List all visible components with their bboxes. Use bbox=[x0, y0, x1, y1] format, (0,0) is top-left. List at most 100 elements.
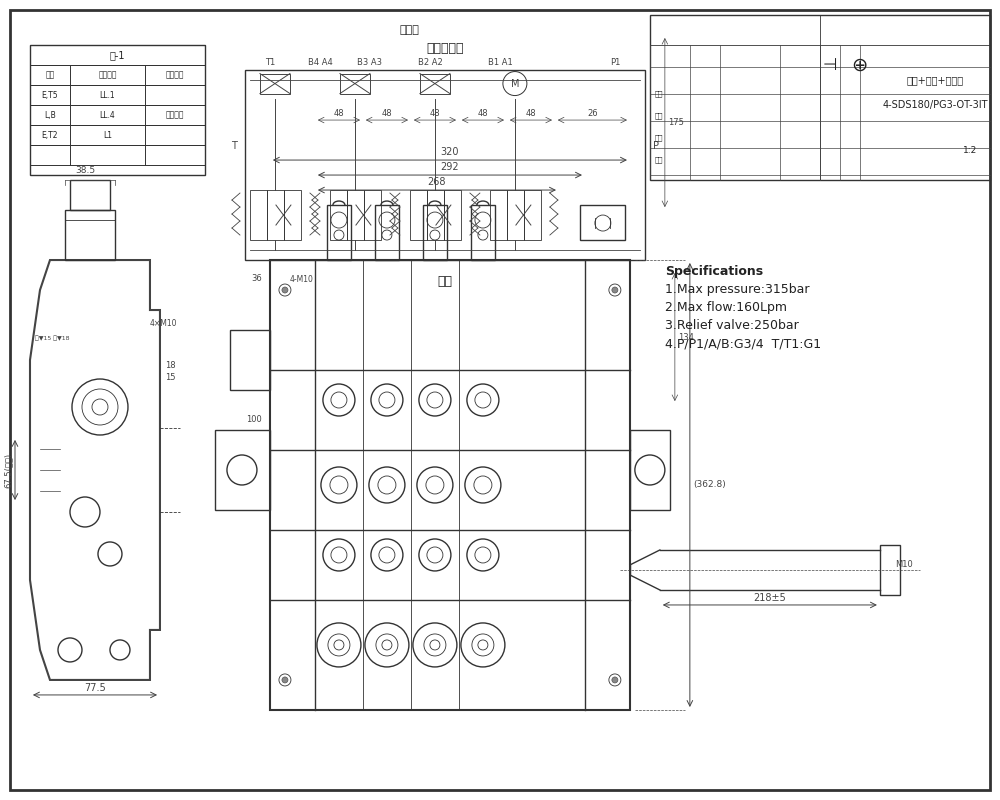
Text: 48: 48 bbox=[382, 109, 392, 118]
Text: P1: P1 bbox=[610, 58, 620, 67]
Text: 审核: 审核 bbox=[655, 113, 663, 119]
Text: 48: 48 bbox=[478, 109, 488, 118]
Bar bbox=[30, 45, 205, 65]
Bar bbox=[347, 190, 364, 240]
Text: M: M bbox=[511, 78, 519, 89]
Bar bbox=[145, 125, 205, 145]
Text: B2 A2: B2 A2 bbox=[418, 58, 442, 67]
Bar bbox=[145, 105, 205, 125]
Text: P: P bbox=[653, 141, 659, 151]
Text: 推荐方式: 推荐方式 bbox=[166, 70, 184, 79]
Bar bbox=[630, 430, 670, 510]
Text: 292: 292 bbox=[441, 162, 459, 172]
Text: 串联: 串联 bbox=[437, 275, 452, 288]
Bar bbox=[507, 190, 524, 240]
Text: T: T bbox=[231, 141, 237, 151]
Bar bbox=[30, 145, 70, 165]
Text: 67.5(轴心): 67.5(轴心) bbox=[4, 453, 13, 487]
Text: 77.5: 77.5 bbox=[84, 683, 106, 693]
Bar bbox=[650, 15, 990, 180]
Bar bbox=[30, 145, 205, 165]
Bar bbox=[70, 85, 145, 105]
Text: 之山卡尔: 之山卡尔 bbox=[166, 110, 184, 119]
Text: 100: 100 bbox=[246, 415, 262, 425]
Bar bbox=[70, 125, 145, 145]
Text: 48: 48 bbox=[334, 109, 344, 118]
Text: E,T2: E,T2 bbox=[42, 130, 58, 139]
Text: 液压原理图: 液压原理图 bbox=[426, 42, 464, 55]
Text: 134: 134 bbox=[678, 333, 694, 342]
Bar bbox=[880, 545, 900, 595]
Bar bbox=[330, 190, 347, 240]
Text: Specifications: Specifications bbox=[665, 265, 763, 278]
Bar bbox=[444, 190, 461, 240]
Bar bbox=[524, 190, 541, 240]
Text: ⊣: ⊣ bbox=[823, 56, 837, 74]
Bar bbox=[423, 205, 447, 260]
Bar bbox=[250, 190, 267, 240]
Text: 制订: 制订 bbox=[655, 157, 663, 163]
Text: 26: 26 bbox=[587, 109, 598, 118]
Bar bbox=[471, 205, 495, 260]
Text: 温口: 温口 bbox=[45, 70, 55, 79]
Bar bbox=[375, 205, 399, 260]
Bar bbox=[580, 205, 625, 240]
Bar bbox=[30, 105, 70, 125]
Text: M10: M10 bbox=[895, 561, 913, 570]
Text: 1:2: 1:2 bbox=[963, 146, 977, 154]
Text: 48: 48 bbox=[430, 109, 440, 118]
Bar bbox=[410, 190, 427, 240]
Bar bbox=[70, 145, 145, 165]
Text: 4-M10: 4-M10 bbox=[290, 275, 314, 284]
Text: 4-SDS180/PG3-OT-3IT: 4-SDS180/PG3-OT-3IT bbox=[882, 100, 988, 110]
Text: B3 A3: B3 A3 bbox=[357, 58, 382, 67]
Text: 1.Max pressure:315bar: 1.Max pressure:315bar bbox=[665, 283, 809, 296]
Bar bbox=[145, 145, 205, 165]
Bar bbox=[490, 190, 507, 240]
Text: 复审: 复审 bbox=[655, 134, 663, 142]
Circle shape bbox=[282, 677, 288, 683]
Text: LL.4: LL.4 bbox=[100, 110, 115, 119]
Text: 268: 268 bbox=[428, 177, 446, 187]
Text: 表-1: 表-1 bbox=[110, 50, 125, 60]
Text: ⊕: ⊕ bbox=[852, 55, 868, 74]
Text: E,T5: E,T5 bbox=[42, 90, 58, 99]
Text: 3.Relief valve:250bar: 3.Relief valve:250bar bbox=[665, 319, 799, 332]
Text: 粘度等级: 粘度等级 bbox=[98, 70, 117, 79]
Text: 4.P/P1/A/B:G3/4  T/T1:G1: 4.P/P1/A/B:G3/4 T/T1:G1 bbox=[665, 337, 821, 350]
Bar bbox=[30, 85, 205, 105]
Circle shape bbox=[282, 287, 288, 293]
Bar bbox=[30, 125, 70, 145]
Bar bbox=[260, 74, 290, 94]
Text: 工艺: 工艺 bbox=[655, 90, 663, 98]
Text: (362.8): (362.8) bbox=[693, 481, 726, 490]
Text: 15: 15 bbox=[165, 373, 175, 382]
Text: B1 A1: B1 A1 bbox=[488, 58, 512, 67]
Text: 48: 48 bbox=[526, 109, 536, 118]
Bar bbox=[30, 45, 205, 175]
Text: T1: T1 bbox=[265, 58, 275, 67]
Text: 次▼15 台▼18: 次▼15 台▼18 bbox=[35, 335, 69, 341]
Bar bbox=[30, 65, 205, 85]
Text: L,B: L,B bbox=[44, 110, 56, 119]
Text: 175: 175 bbox=[668, 118, 684, 126]
Text: 4×M10: 4×M10 bbox=[150, 318, 177, 327]
Text: B4 A4: B4 A4 bbox=[308, 58, 332, 67]
Circle shape bbox=[612, 677, 618, 683]
Bar bbox=[30, 125, 205, 145]
Bar bbox=[270, 260, 630, 710]
Text: 外形图: 外形图 bbox=[400, 25, 420, 35]
Bar bbox=[215, 430, 270, 510]
Text: 18: 18 bbox=[165, 361, 176, 370]
Text: 38.5: 38.5 bbox=[75, 166, 95, 175]
Text: 2.Max flow:160Lpm: 2.Max flow:160Lpm bbox=[665, 301, 787, 314]
Text: 320: 320 bbox=[441, 147, 459, 157]
Bar bbox=[230, 330, 270, 390]
Bar bbox=[327, 205, 351, 260]
Bar bbox=[364, 190, 381, 240]
Circle shape bbox=[612, 287, 618, 293]
Bar bbox=[30, 105, 205, 125]
Bar bbox=[145, 65, 205, 85]
Bar bbox=[30, 85, 70, 105]
Text: 218±5: 218±5 bbox=[753, 593, 786, 603]
